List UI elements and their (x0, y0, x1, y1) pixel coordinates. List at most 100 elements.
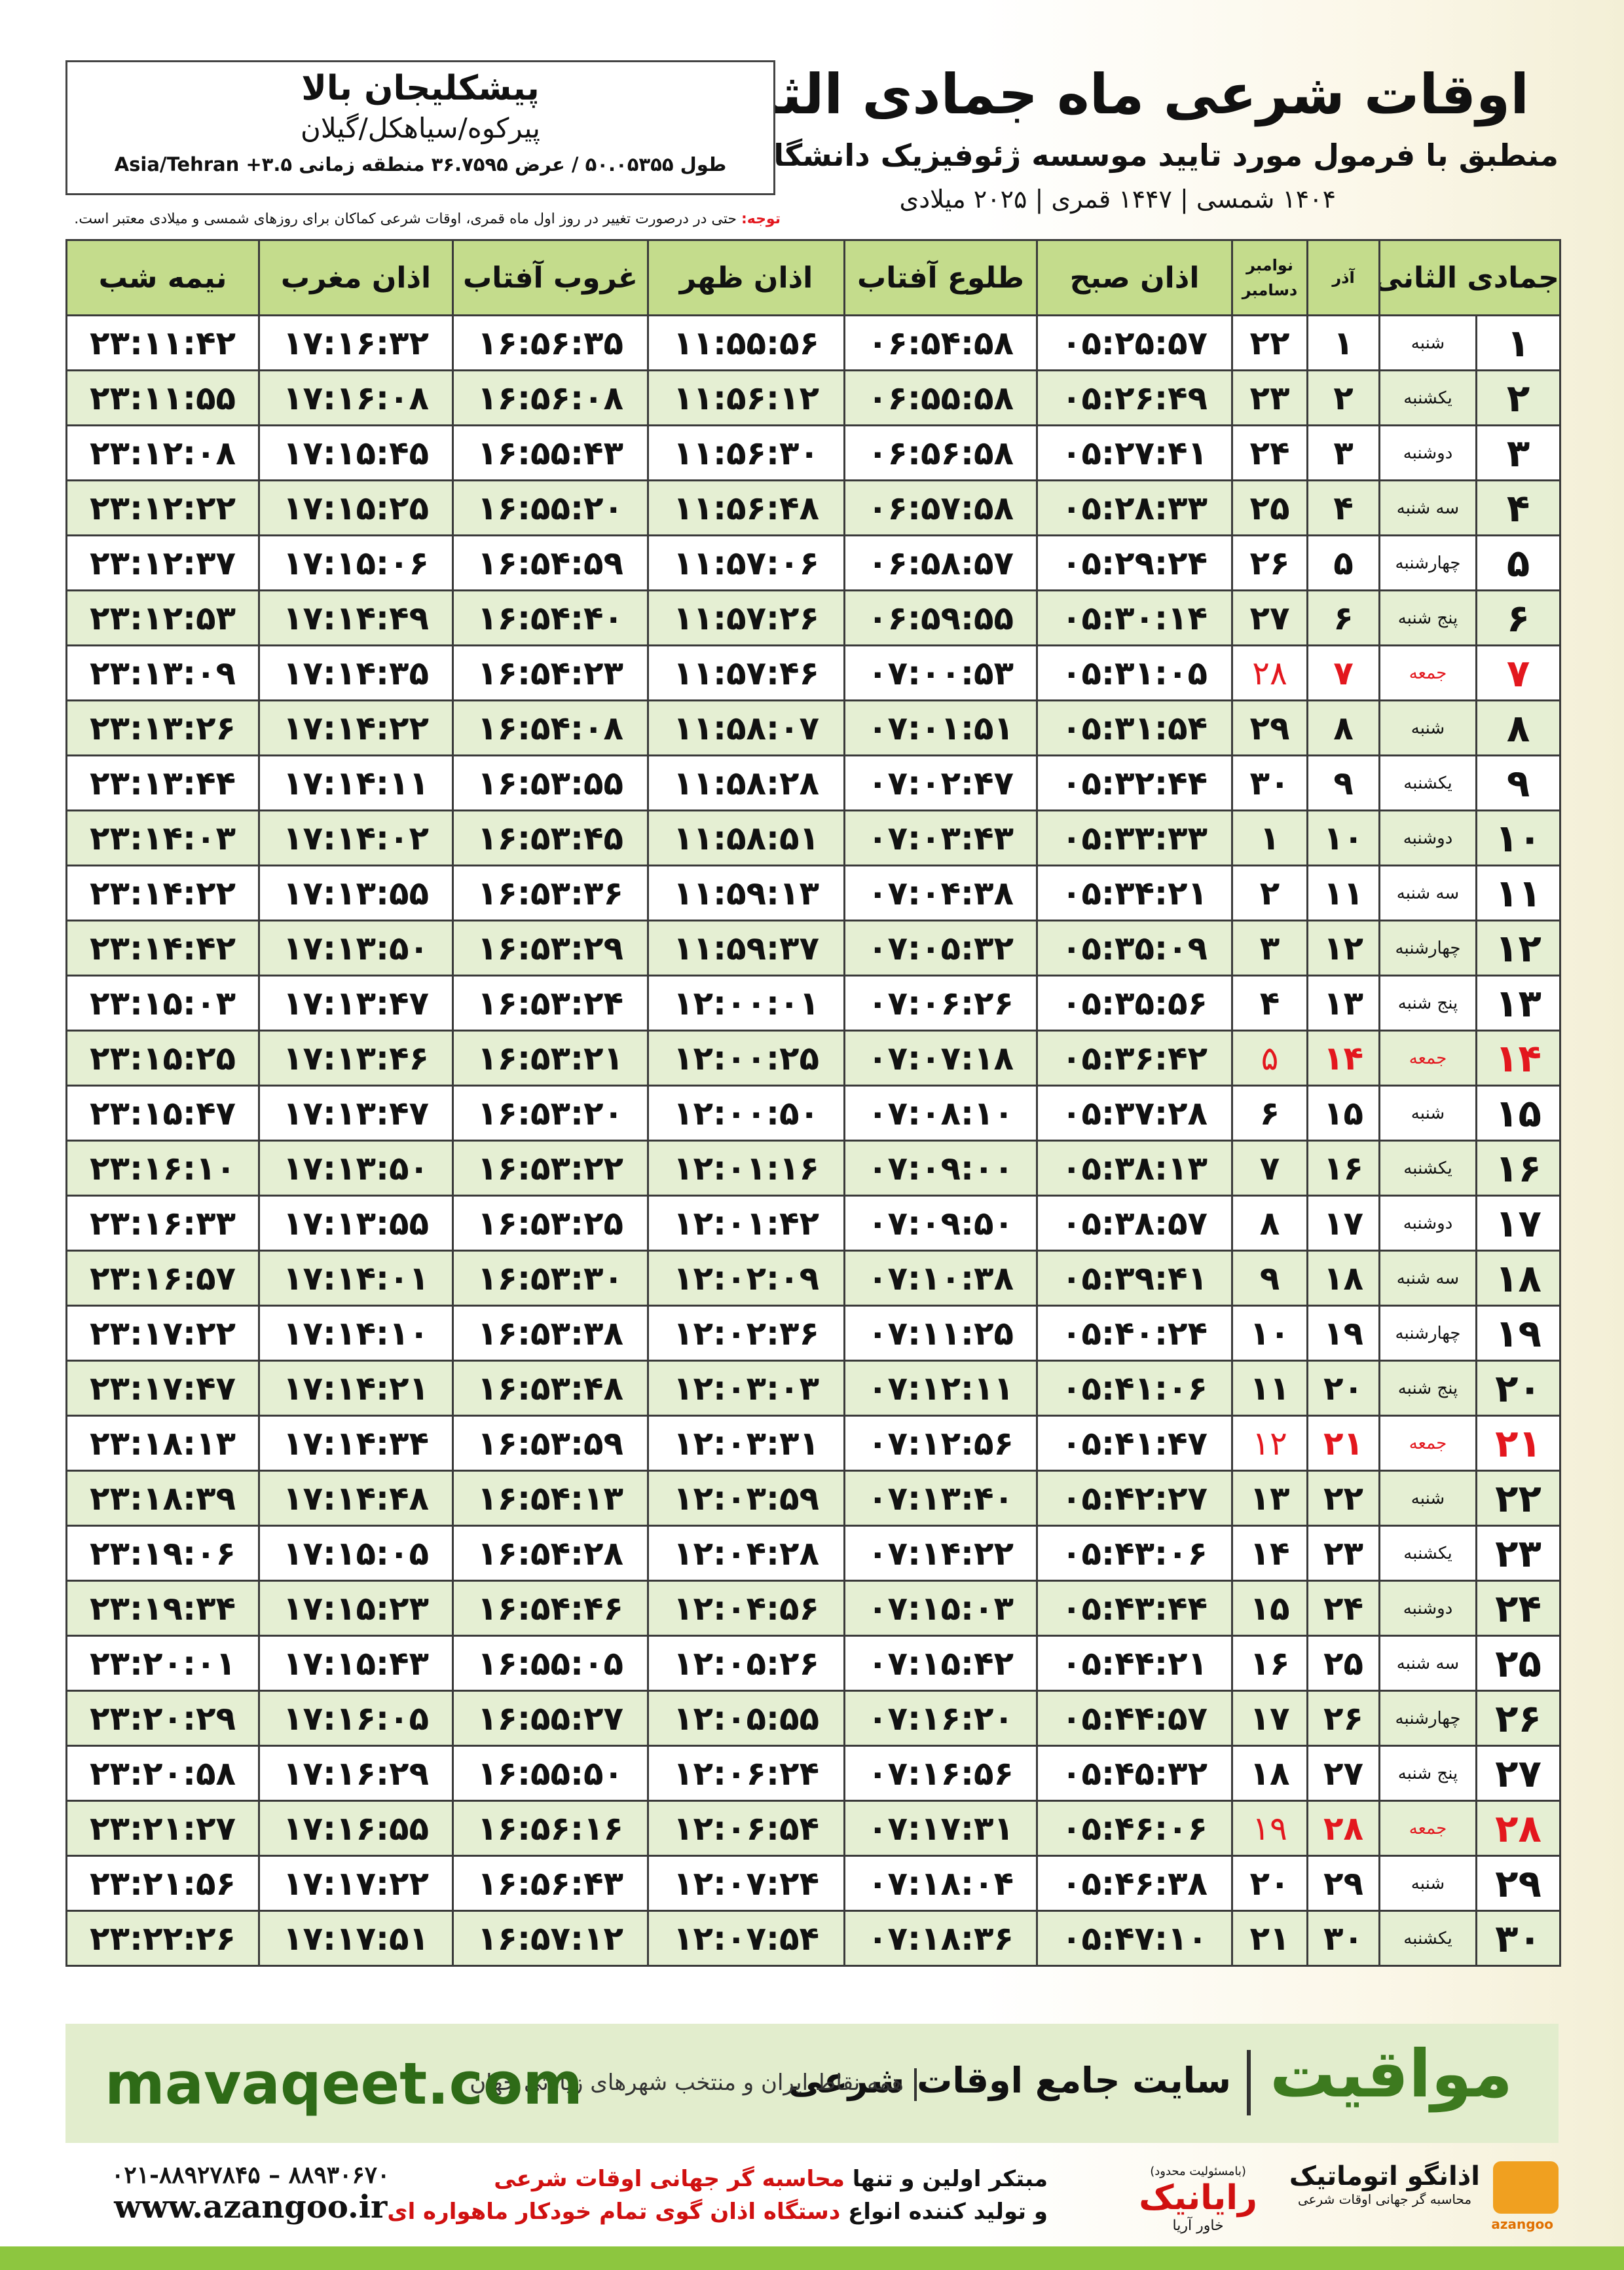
cell-text: ۹ (1333, 764, 1354, 802)
table-cell: ۱۲:۰۰:۲۵ (647, 1030, 845, 1087)
cell-text: ۱۷:۱۶:۳۲ (282, 324, 430, 362)
table-cell: ۰۷:۱۵:۰۳ (843, 1580, 1038, 1637)
cell-text: ۰۷:۰۹:۵۰ (867, 1204, 1014, 1242)
cell-text: ۱۴ (1495, 1035, 1541, 1081)
cell-text: ۰۵:۲۹:۲۴ (1061, 544, 1208, 582)
table-cell: ۲۳:۱۸:۳۹ (65, 1470, 260, 1527)
table-row: ۶ پنج شنبه ۶ ۲۷ ۰۵:۳۰:۱۴ ۰۶:۵۹:۵۵ ۱۱:۵۷:۲۶ ۱۶:۵… (65, 589, 1562, 646)
cell-text: ۰۵:۴۴:۲۱ (1061, 1644, 1208, 1683)
table-cell: یکشنبه (1378, 1910, 1478, 1967)
cell-text: ۱۷:۱۴:۴۸ (282, 1479, 430, 1517)
cell-text: ۱۱:۵۶:۱۲ (673, 379, 820, 417)
cell-text: ۲۵ (1495, 1641, 1541, 1686)
cell-text: ۱۹ (1252, 1809, 1287, 1848)
cell-text: ۱۶:۵۴:۰۸ (477, 709, 624, 747)
cell-text: چهارشنبه (1395, 938, 1461, 958)
table-cell: پنج شنبه (1378, 589, 1478, 646)
table-row: ۱۹ چهارشنبه ۱۹ ۱۰ ۰۵:۴۰:۲۴ ۰۷:۱۱:۲۵ ۱۲:۰۲:۳۶ ۱۶… (65, 1305, 1562, 1362)
cell-text: دوشنبه (1403, 1213, 1453, 1233)
table-cell: ۲۷ (1231, 589, 1308, 646)
table-cell: ۲۳:۲۲:۲۶ (65, 1910, 260, 1967)
table-cell: ۱۷:۱۳:۴۷ (258, 975, 454, 1032)
table-cell: ۱۷ (1306, 1195, 1380, 1252)
table-cell: ۱۶:۵۴:۰۸ (452, 699, 649, 756)
table-cell: دوشنبه (1378, 809, 1478, 866)
cell-text: ۲۵ (1249, 489, 1290, 527)
banner-url: mavaqeet.com (105, 2050, 583, 2117)
table-cell: ۱۷ (1231, 1690, 1308, 1747)
subtitle: منطبق با فرمول مورد تایید موسسه ژئوفیزیک… (659, 138, 1559, 173)
logo-azangoo-latin: azangoo (1491, 2216, 1553, 2232)
table-cell: ۵ (1475, 534, 1562, 591)
cell-text: ۰۷:۰۱:۵۱ (867, 709, 1014, 747)
cell-text: ۲ (1506, 375, 1530, 420)
cell-text: ۱۶:۵۶:۰۸ (477, 379, 624, 417)
table-cell: ۰۷:۱۳:۴۰ (843, 1470, 1038, 1527)
cell-text: ۱۲:۰۰:۲۵ (673, 1039, 820, 1077)
cell-text: ۱۲:۰۴:۲۸ (673, 1534, 820, 1572)
table-cell: ۰۵:۳۲:۴۴ (1036, 754, 1233, 811)
cell-text: ۱ (1333, 324, 1354, 362)
column-header-text: اذان ظهر (679, 261, 813, 295)
table-cell: ۱۲:۰۵:۵۵ (647, 1690, 845, 1747)
table-cell: ۰۵:۳۱:۰۵ (1036, 644, 1233, 701)
table-cell: یکشنبه (1378, 1140, 1478, 1197)
table-cell: ۳ (1231, 920, 1308, 977)
cell-text: ۲۳ (1249, 379, 1290, 417)
table-cell: ۰۵:۳۶:۴۲ (1036, 1030, 1233, 1087)
table-cell: ۱۱:۵۵:۵۶ (647, 314, 845, 371)
logo-azangoo-sub: محاسبه گر جهانی اوقات شرعی (1297, 2191, 1472, 2207)
cell-text: ۱۱:۵۵:۵۶ (673, 324, 820, 362)
table-cell: ۶ (1231, 1085, 1308, 1142)
table-cell: ۰۵:۲۹:۲۴ (1036, 534, 1233, 591)
cell-text: ۹ (1506, 760, 1530, 806)
table-cell: ۰۶:۵۹:۵۵ (843, 589, 1038, 646)
cell-text: ۷ (1259, 1149, 1280, 1187)
cell-text: ۳۰ (1323, 1919, 1364, 1958)
banner: مواقیت سایت جامع اوقات شرعی همه نقاط ایر… (65, 2024, 1559, 2143)
table-row: ۸ شنبه ۸ ۲۹ ۰۵:۳۱:۵۴ ۰۷:۰۱:۵۱ ۱۱:۵۸:۰۷ ۱۶:۵۴:۰۸… (65, 699, 1562, 756)
table-cell: ۱۹ (1475, 1305, 1562, 1362)
column-header: غروب آفتاب (452, 239, 649, 316)
table-cell: ۰۵:۴۴:۲۱ (1036, 1635, 1233, 1692)
cell-text: ۱۱:۵۶:۳۰ (673, 434, 820, 472)
cell-text: یکشنبه (1403, 1928, 1452, 1948)
cell-text: ۱۷:۱۷:۲۲ (282, 1864, 430, 1903)
cell-text: ۲۳ (1495, 1531, 1541, 1576)
table-cell: ۲۸ (1475, 1800, 1562, 1857)
cell-text: ۲۳:۱۵:۴۷ (89, 1094, 236, 1132)
table-cell: ۲۳:۱۹:۰۶ (65, 1525, 260, 1582)
table-cell: ۱۶:۵۳:۲۵ (452, 1195, 649, 1252)
table-cell: ۰۵:۲۸:۳۳ (1036, 479, 1233, 536)
table-cell: ۴ (1306, 479, 1380, 536)
logo-rayanik: (بامسئولیت محدود) رایانیک خاور آریا (1139, 2165, 1257, 2234)
table-cell: ۱۷:۱۵:۴۳ (258, 1635, 454, 1692)
cell-text: ۱۶:۵۵:۴۳ (477, 434, 624, 472)
table-cell: ۰۵:۳۱:۵۴ (1036, 699, 1233, 756)
table-cell: سه شنبه (1378, 1250, 1478, 1307)
table-cell: ۰۵:۳۹:۴۱ (1036, 1250, 1233, 1307)
footer-stripe (0, 2246, 1624, 2270)
table-cell: ۱۸ (1231, 1745, 1308, 1802)
table-cell: ۱۷:۱۵:۲۳ (258, 1580, 454, 1637)
cell-text: ۰۵:۴۰:۲۴ (1061, 1314, 1208, 1352)
table-cell: ۲۳:۱۲:۵۳ (65, 589, 260, 646)
cell-text: جمعه (1409, 1818, 1447, 1838)
table-cell: ۱۶ (1475, 1140, 1562, 1197)
column-header: اذان ظهر (647, 239, 845, 316)
table-cell: شنبه (1378, 1085, 1478, 1142)
cell-text: پنج شنبه (1397, 993, 1458, 1013)
table-cell: ۲۵ (1306, 1635, 1380, 1692)
cell-text: ۱۶:۵۴:۵۹ (477, 544, 624, 582)
cell-text: یکشنبه (1403, 773, 1452, 793)
table-cell: یکشنبه (1378, 369, 1478, 426)
table-cell: شنبه (1378, 699, 1478, 756)
cell-text: ۱۲:۰۳:۳۱ (673, 1424, 820, 1462)
cell-text: ۱۷:۱۳:۵۵ (282, 1204, 430, 1242)
cell-text: ۰۶:۵۹:۵۵ (867, 599, 1014, 637)
cell-text: ۲۳:۲۲:۲۶ (89, 1919, 236, 1958)
table-cell: ۱۶:۵۳:۲۴ (452, 975, 649, 1032)
table-cell: ۱۲:۰۰:۵۰ (647, 1085, 845, 1142)
table-cell: ۲۰ (1306, 1360, 1380, 1417)
cell-text: پنج شنبه (1397, 1763, 1458, 1783)
